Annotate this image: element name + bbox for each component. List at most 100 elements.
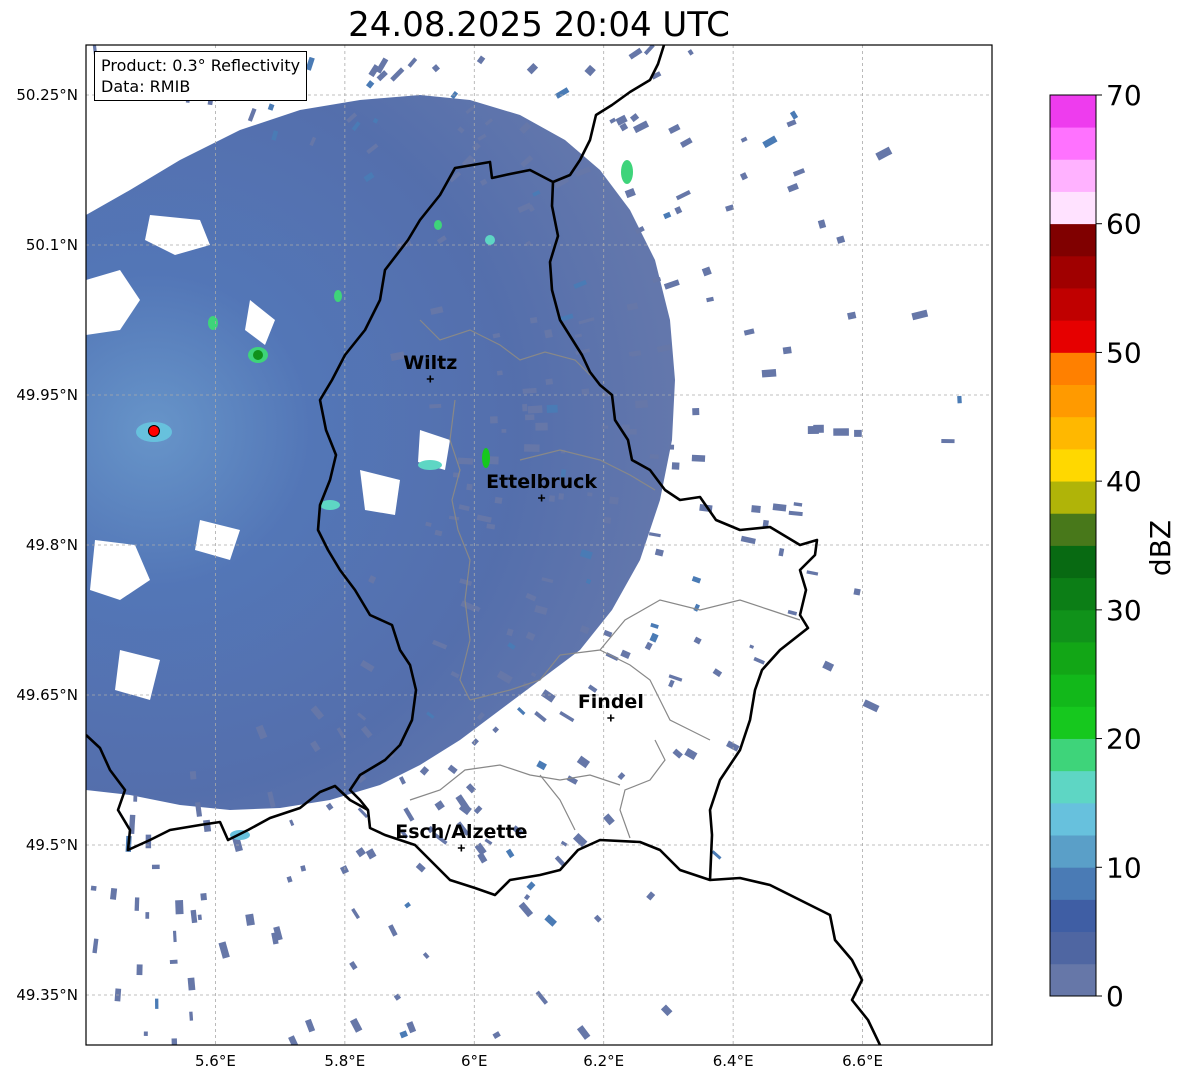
echo-speck (585, 578, 592, 585)
echo-speck (375, 57, 389, 74)
echo-speck (546, 404, 558, 413)
echo-speck (684, 747, 698, 761)
echo-speck (501, 429, 507, 433)
echo-speck (267, 103, 275, 111)
echo-speck (566, 775, 578, 785)
plot-area: Wiltz Ettelbruck Findel Esch/Alzette (86, 45, 992, 1045)
echo-speck (634, 226, 645, 235)
echo-speck (432, 639, 448, 650)
echo-speck (349, 961, 358, 971)
echo-speck (587, 684, 598, 693)
echo-speck (786, 119, 797, 128)
echo-speck (465, 783, 477, 794)
echo-speck (477, 133, 487, 141)
echo-speck (579, 625, 590, 635)
echo-speck (456, 821, 470, 836)
echo-speck (271, 932, 279, 945)
lat-tick-label: 49.8°N (26, 536, 78, 554)
echo-speck (817, 219, 827, 229)
echo-speck (628, 47, 643, 60)
product-label: Product: 0.3° Reflectivity (101, 56, 301, 75)
echo-speck (203, 819, 212, 833)
echo-speck (197, 914, 202, 921)
echo-speck (532, 190, 541, 197)
echo-speck (376, 70, 388, 82)
reflectivity-coverage (86, 95, 675, 810)
district-borders (409, 319, 801, 839)
echo-speck (787, 182, 799, 193)
echo-speck (195, 801, 203, 817)
echo-speck (506, 628, 514, 637)
echo-speck (753, 656, 765, 665)
echo-speck (459, 578, 473, 587)
echo-speck (436, 235, 447, 245)
lon-tick-label: 5.8°E (324, 1052, 365, 1070)
echo-speck (325, 802, 334, 811)
echo-speck (536, 760, 547, 771)
lon-tick-label: 6.2°E (583, 1052, 624, 1070)
echo-speck (740, 535, 756, 545)
echo-speck (789, 110, 799, 120)
lat-tick-label: 50.1°N (26, 236, 78, 254)
national-borders (86, 45, 882, 1045)
echo-speck (534, 711, 547, 723)
echo-speck (535, 422, 548, 431)
echo-speck (609, 117, 617, 124)
echo-speck (366, 143, 379, 155)
echo-speck (669, 444, 675, 450)
city-marker (607, 714, 615, 722)
echo-speck (519, 121, 532, 134)
echo-speck (576, 1025, 591, 1040)
echo-speck (701, 266, 712, 277)
echo-speck (646, 891, 656, 901)
echo-speck (110, 887, 118, 900)
echo-speck (190, 909, 198, 924)
echo-speck (525, 631, 536, 641)
lon-tick-label: 6.4°E (713, 1052, 754, 1070)
echo-speck (357, 712, 367, 721)
echo-speck (458, 802, 472, 816)
echo-speck (360, 659, 375, 673)
echo-speck (559, 313, 574, 322)
echo-speck (187, 977, 196, 991)
echo-speck (430, 306, 444, 315)
echo-speck (471, 738, 479, 746)
echo-speck (398, 776, 406, 785)
echo-speck (671, 462, 680, 470)
echo-speck (559, 711, 575, 723)
echo-speck (245, 913, 255, 926)
echo-speck (457, 126, 465, 134)
echo-speck (494, 496, 503, 504)
echo-speck (466, 483, 473, 491)
echo-speck (200, 893, 207, 901)
echo-speck (286, 875, 293, 883)
echo-speck (668, 674, 683, 682)
echo-speck (360, 725, 373, 739)
echo-speck (175, 900, 184, 915)
echo-speck (447, 764, 458, 775)
echo-speck (554, 855, 566, 867)
echo-speck (172, 930, 177, 943)
echo-speck (575, 348, 591, 355)
echo-speck (476, 711, 485, 721)
echo-speck (407, 57, 418, 68)
echo-speck (136, 964, 143, 976)
echo-speck (693, 636, 702, 645)
echo-speck (792, 168, 806, 177)
echo-speck (836, 235, 846, 244)
lat-tick-label: 49.65°N (16, 686, 78, 704)
echo-speck (271, 130, 279, 141)
radar-site-marker[interactable] (147, 425, 160, 437)
echo-speck (761, 369, 777, 378)
echo-speck (726, 740, 740, 752)
echo-speck (663, 279, 680, 290)
echo-speck (782, 346, 792, 355)
reflectivity-layer (86, 45, 962, 1045)
echo-speck (304, 1018, 316, 1033)
echo-speck (541, 577, 554, 584)
echo-speck (255, 724, 268, 740)
city-label: Esch/Alzette (395, 821, 527, 843)
echo-speck (587, 492, 593, 497)
echo-speck (576, 755, 591, 769)
